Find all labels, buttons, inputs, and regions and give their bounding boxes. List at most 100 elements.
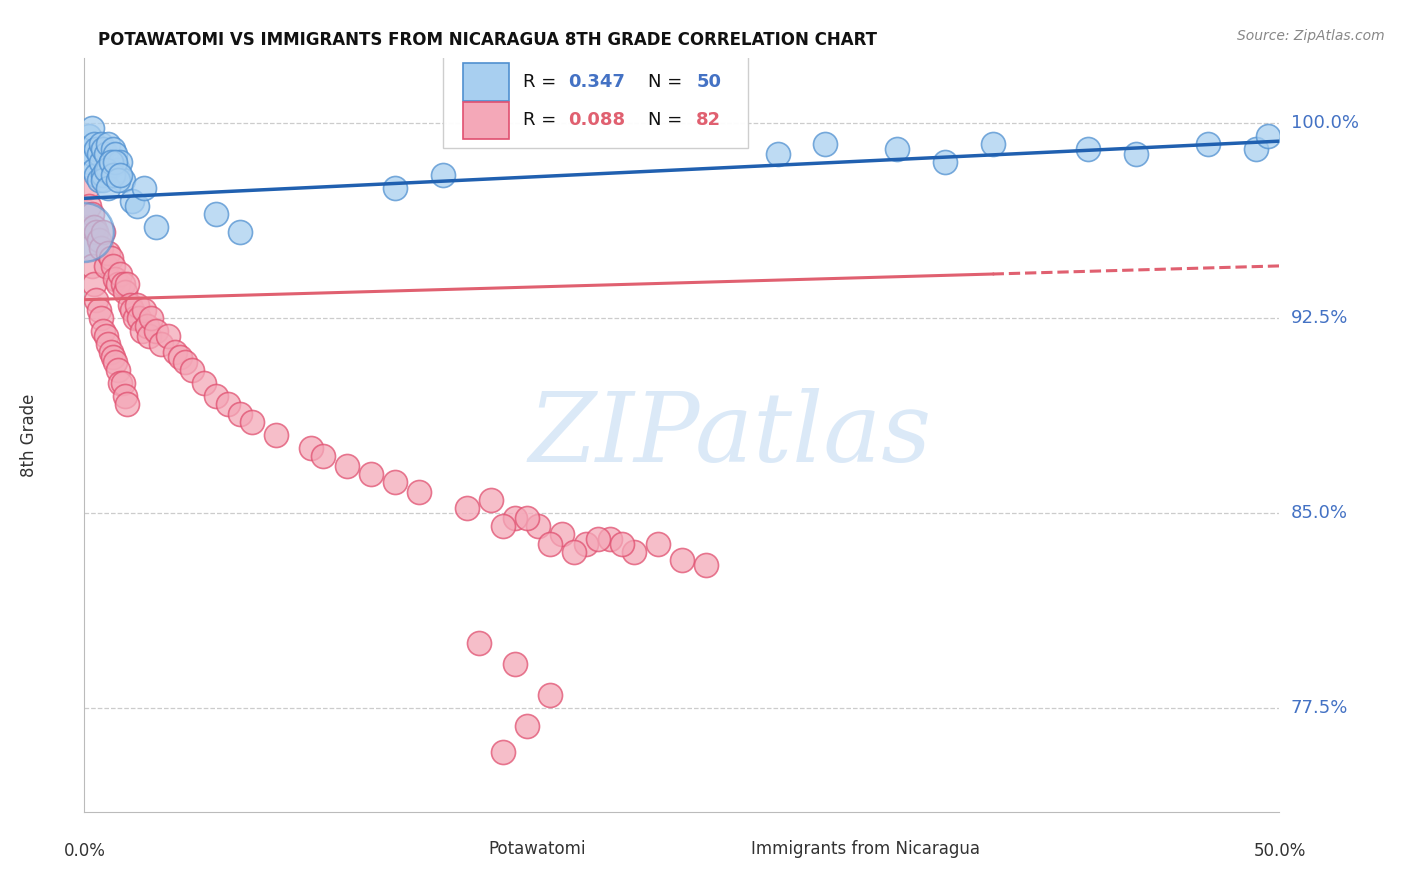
Point (104, 272, 127, 286)
Point (149, 337, 172, 351)
Point (124, 310, 146, 325)
Text: Potawatomi: Potawatomi (488, 839, 586, 857)
Text: 0.347: 0.347 (568, 73, 626, 91)
Point (432, 168, 454, 182)
Point (86, 168, 108, 182)
Point (217, 397, 239, 411)
Point (83, 277, 105, 291)
Point (540, 537, 562, 551)
Point (80, 147, 103, 161)
Point (492, 518, 515, 533)
Text: POTAWATOMI VS IMMIGRANTS FROM NICARAGUA 8TH GRADE CORRELATION CHART: POTAWATOMI VS IMMIGRANTS FROM NICARAGUA … (98, 31, 877, 49)
Point (90, 310, 112, 325)
Point (100, 344, 122, 359)
Text: 8th Grade: 8th Grade (20, 393, 38, 476)
Text: Immigrants from Nicaragua: Immigrants from Nicaragua (751, 839, 980, 857)
Point (599, 532, 621, 546)
Point (107, 162, 129, 177)
Point (479, 492, 502, 507)
Point (104, 155, 127, 169)
Point (503, 511, 526, 525)
Point (90, 155, 112, 169)
Point (169, 350, 191, 364)
Point (77, 199, 100, 213)
Point (101, 142, 124, 156)
Point (671, 552, 693, 566)
Point (301, 441, 323, 455)
Point (384, 181, 406, 195)
Point (503, 657, 526, 671)
Point (132, 303, 156, 318)
Point (93, 173, 115, 187)
Point (1077, 142, 1099, 156)
Point (121, 194, 143, 208)
Point (76, 142, 98, 156)
Point (83, 136, 105, 151)
Point (114, 389, 136, 403)
Point (205, 389, 228, 403)
Point (80, 207, 103, 221)
Point (76, 181, 98, 195)
Point (128, 310, 150, 325)
Point (107, 277, 129, 291)
Point (264, 427, 287, 442)
Point (141, 310, 163, 325)
Point (468, 636, 491, 650)
Point (100, 155, 122, 169)
Point (110, 267, 132, 281)
Point (93, 168, 115, 182)
Text: 77.5%: 77.5% (1291, 698, 1348, 717)
Point (104, 355, 127, 369)
Point (87, 173, 110, 187)
Text: N =: N = (648, 73, 689, 91)
Text: 50.0%: 50.0% (1253, 842, 1306, 860)
Point (766, 147, 789, 161)
Text: 82: 82 (696, 112, 721, 129)
Text: Source: ZipAtlas.com: Source: ZipAtlas.com (1237, 29, 1385, 43)
Point (117, 397, 139, 411)
Point (193, 376, 215, 390)
Point (110, 168, 132, 182)
Point (77, 241, 100, 255)
Point (110, 376, 132, 390)
Point (93, 142, 115, 156)
Text: R =: R = (523, 73, 562, 91)
Point (76, 219, 98, 234)
Point (1257, 128, 1279, 143)
Point (135, 318, 157, 333)
Point (408, 485, 430, 500)
Point (114, 285, 136, 299)
Point (107, 363, 129, 377)
Point (86, 142, 108, 156)
Point (93, 225, 115, 239)
Point (104, 147, 127, 161)
Point (516, 511, 538, 525)
Point (121, 303, 143, 318)
Point (94, 147, 117, 161)
FancyBboxPatch shape (463, 63, 509, 101)
Point (86, 225, 108, 239)
Point (1125, 147, 1147, 161)
Point (527, 518, 550, 533)
Point (138, 329, 160, 343)
Point (87, 233, 110, 247)
Point (73, 225, 96, 239)
Text: 50: 50 (696, 73, 721, 91)
Point (934, 155, 956, 169)
Point (100, 155, 122, 169)
Point (145, 324, 167, 338)
Point (77, 128, 100, 143)
Point (90, 136, 112, 151)
Point (551, 526, 574, 541)
Point (165, 344, 187, 359)
Point (80, 259, 103, 273)
Point (94, 259, 117, 273)
Text: 85.0%: 85.0% (1291, 504, 1347, 522)
Point (90, 241, 112, 255)
Text: 100.0%: 100.0% (1291, 114, 1358, 132)
Point (456, 500, 478, 515)
Point (97, 337, 120, 351)
Point (77, 155, 100, 169)
Point (492, 745, 515, 759)
FancyBboxPatch shape (682, 834, 742, 863)
